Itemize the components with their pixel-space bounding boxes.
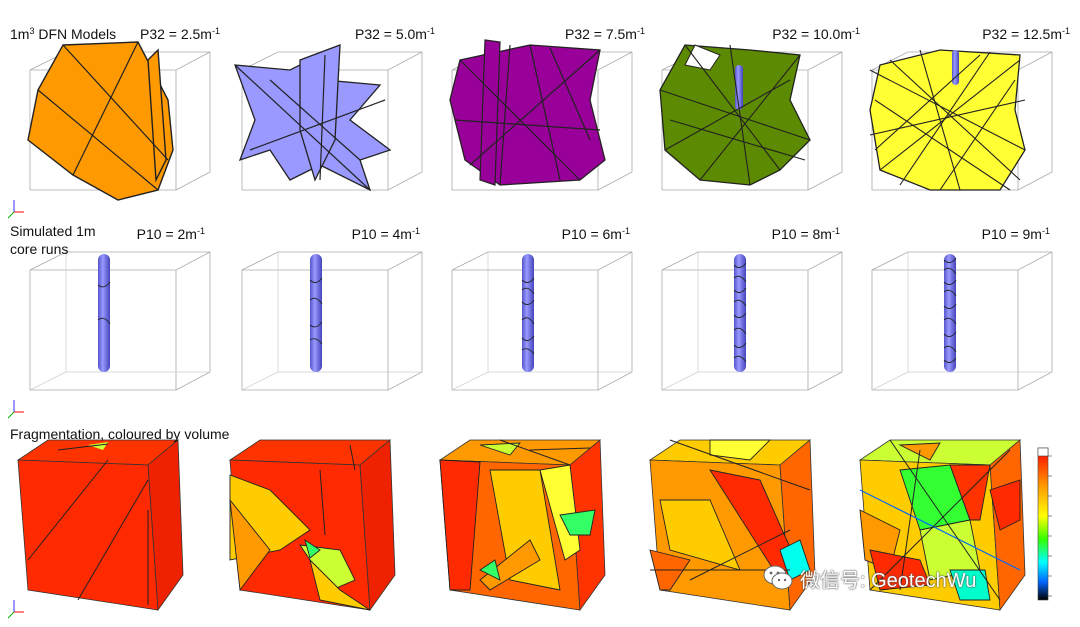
- core-box-3: [451, 251, 633, 391]
- dfn-cube-4: [659, 44, 843, 191]
- frag-cube-1: [16, 439, 184, 612]
- p32-label-4: P32 = 10.0m-1: [772, 26, 860, 42]
- frag-cube-3: [438, 439, 606, 612]
- watermark-text: 微信号: GeotechWu: [800, 569, 977, 592]
- p10-label-4: P10 = 8m-1: [771, 226, 840, 242]
- row-title-core-line2: core runs: [10, 241, 69, 257]
- p10-label-3: P10 = 6m-1: [561, 226, 630, 242]
- wechat-icon: [763, 565, 793, 590]
- dfn-cube-2: [234, 44, 423, 192]
- frag-cube-5: [858, 439, 1026, 612]
- p32-label-5: P32 = 12.5m-1: [982, 26, 1070, 42]
- row-title-fragmentation: Fragmentation, coloured by volume: [10, 426, 230, 442]
- core-box-2: [241, 251, 423, 391]
- p10-label-5: P10 = 9m-1: [981, 226, 1050, 242]
- row-title-dfn: 1m3 DFN Models: [10, 26, 117, 42]
- p32-label-1: P32 = 2.5m-1: [139, 26, 220, 42]
- p10-label-1: P10 = 2m-1: [136, 226, 205, 242]
- axis-triad-icon: [7, 600, 24, 619]
- dfn-cube-5: [869, 49, 1053, 191]
- frag-cube-4: [648, 439, 816, 612]
- core-box-1: [29, 251, 211, 391]
- p32-label-2: P32 = 5.0m-1: [354, 26, 435, 42]
- dfn-cube-1: [27, 41, 211, 201]
- core-box-5: [871, 251, 1053, 391]
- watermark: 微信号: GeotechWu: [762, 563, 976, 593]
- p10-label-2: P10 = 4m-1: [351, 226, 420, 242]
- p32-label-3: P32 = 7.5m-1: [564, 26, 645, 42]
- volume-colorbar: [1037, 447, 1052, 601]
- frag-cube-2: [228, 439, 396, 612]
- axis-triad-icon: [7, 400, 24, 419]
- axis-triad-icon: [7, 200, 24, 219]
- row-title-core-line1: Simulated 1m: [10, 223, 96, 239]
- dfn-cube-3: [449, 39, 633, 191]
- core-box-4: [661, 251, 843, 391]
